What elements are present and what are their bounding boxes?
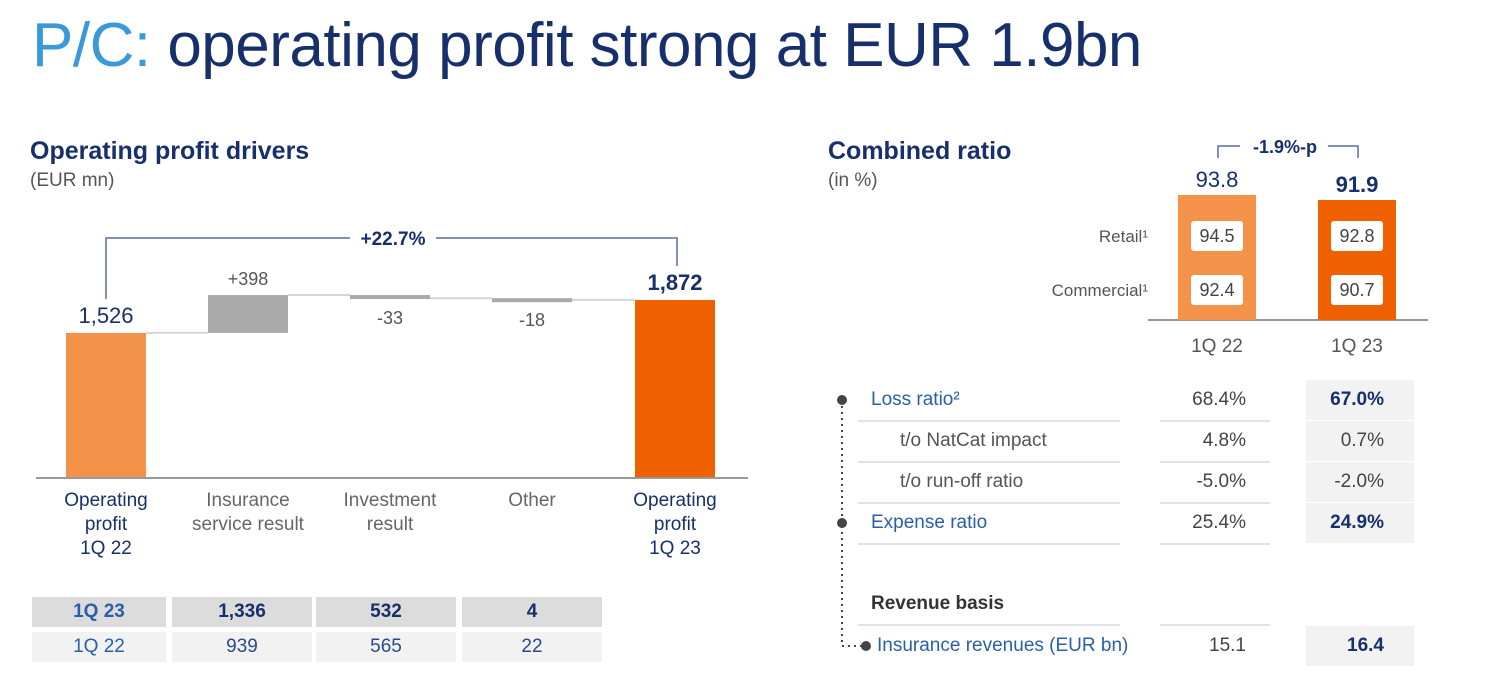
combined-ratio-value: 93.8	[1196, 167, 1239, 192]
waterfall-bar	[350, 295, 430, 300]
ratio-value-1q22: 25.4%	[1192, 512, 1246, 533]
table-cell: 22	[462, 632, 602, 662]
row-bullet	[861, 641, 871, 651]
revenue-value-1q23: 16.4	[1306, 626, 1414, 666]
drivers-title: Operating profit drivers	[30, 137, 310, 165]
change-annotation: +22.7%	[361, 229, 426, 250]
cr-category-label: 1Q 22	[1191, 336, 1243, 357]
waterfall-bar	[492, 298, 572, 303]
category-label-line: Other	[508, 490, 556, 511]
cr-series-value: 92.8	[1331, 221, 1383, 251]
row-separator	[1160, 502, 1270, 504]
row-separator	[858, 502, 1120, 504]
combined-ratio-title: Combined ratio	[828, 137, 1012, 165]
row-separator	[1160, 420, 1270, 422]
category-label: Investment result	[320, 489, 460, 537]
waterfall-value-label: +398	[228, 269, 269, 289]
category-label-line: profit	[84, 514, 128, 535]
category-label-line: Operating	[633, 490, 717, 511]
table-cell: 565	[316, 632, 456, 662]
ratio-value-1q22: -5.0%	[1196, 471, 1246, 492]
row-separator	[1160, 624, 1270, 626]
insurance-revenues-label: Insurance revenues (EUR bn)	[877, 635, 1129, 656]
waterfall-value-label: -18	[519, 310, 545, 330]
table-row-label: 1Q 22	[32, 632, 166, 662]
combined-ratio-unit: (in %)	[828, 170, 878, 191]
ratio-value-1q22: 4.8%	[1202, 430, 1246, 451]
waterfall-value-label: -33	[377, 308, 403, 328]
ratio-value-1q23: 67.0%	[1306, 380, 1414, 420]
category-label-line: service result	[192, 514, 304, 535]
cr-bracket-left	[1217, 145, 1240, 158]
category-label: Other	[462, 489, 602, 513]
category-label-line: Investment	[343, 490, 437, 511]
row-separator	[858, 461, 1120, 463]
ratio-row-label: Loss ratio²	[871, 389, 960, 410]
page-title: P/C: operating profit strong at EUR 1.9b…	[32, 10, 1142, 81]
waterfall-bar	[208, 295, 288, 333]
ratio-row-label: Expense ratio	[871, 512, 988, 533]
ratio-value-1q23: -2.0%	[1306, 462, 1414, 502]
category-label-line: Operating	[64, 490, 148, 511]
table-cell: 1,336	[172, 597, 312, 627]
revenue-basis-heading: Revenue basis	[871, 593, 1005, 614]
ratio-value-1q22: 68.4%	[1192, 389, 1246, 410]
ratio-row-label: t/o NatCat impact	[900, 430, 1047, 451]
table-cell: 4	[462, 597, 602, 627]
row-bullet	[837, 395, 847, 405]
category-label-line: Insurance	[206, 490, 290, 511]
ratio-value-1q23: 24.9%	[1306, 503, 1414, 543]
title-prefix: P/C:	[32, 11, 151, 80]
drivers-unit: (EUR mn)	[30, 170, 115, 191]
cr-series-value: 94.5	[1191, 221, 1243, 251]
category-label-line: 1Q 23	[649, 538, 701, 559]
combined-ratio-value: 91.9	[1336, 172, 1379, 197]
category-label-line: result	[366, 514, 414, 535]
waterfall-bar	[66, 332, 146, 478]
row-separator	[858, 624, 1120, 626]
category-label-line: 1Q 22	[80, 538, 132, 559]
cr-series-value: 92.4	[1191, 275, 1243, 305]
waterfall-value-label: 1,872	[647, 270, 702, 295]
category-label: Operating profit 1Q 22	[36, 489, 176, 561]
ratio-row-label: t/o run-off ratio	[900, 471, 1024, 492]
row-separator	[1160, 543, 1270, 545]
revenue-value-1q22: 15.1	[1209, 635, 1246, 656]
category-label: Operating profit 1Q 23	[605, 489, 745, 561]
cr-category-label: 1Q 23	[1331, 336, 1383, 357]
cr-series-label: Commercial¹	[1052, 281, 1149, 300]
row-separator	[858, 420, 1120, 422]
ratio-value-1q23: 0.7%	[1306, 421, 1414, 461]
category-label-line: profit	[653, 514, 697, 535]
cr-change-annotation: -1.9%-p	[1253, 137, 1317, 157]
waterfall-value-label: 1,526	[78, 303, 133, 328]
change-bracket-right	[436, 237, 678, 266]
category-label: Insurance service result	[178, 489, 318, 537]
cr-series-value: 90.7	[1331, 275, 1383, 305]
row-bullet	[837, 518, 847, 528]
row-separator	[858, 543, 1120, 545]
table-cell: 939	[172, 632, 312, 662]
change-bracket-left	[105, 237, 350, 299]
cr-bracket-right	[1328, 145, 1359, 158]
cr-series-label: Retail¹	[1099, 227, 1148, 246]
table-row-label: 1Q 23	[32, 597, 166, 627]
title-main: operating profit strong at EUR 1.9bn	[167, 11, 1142, 80]
waterfall-bar	[635, 300, 715, 478]
table-cell: 532	[316, 597, 456, 627]
row-separator	[1160, 461, 1270, 463]
